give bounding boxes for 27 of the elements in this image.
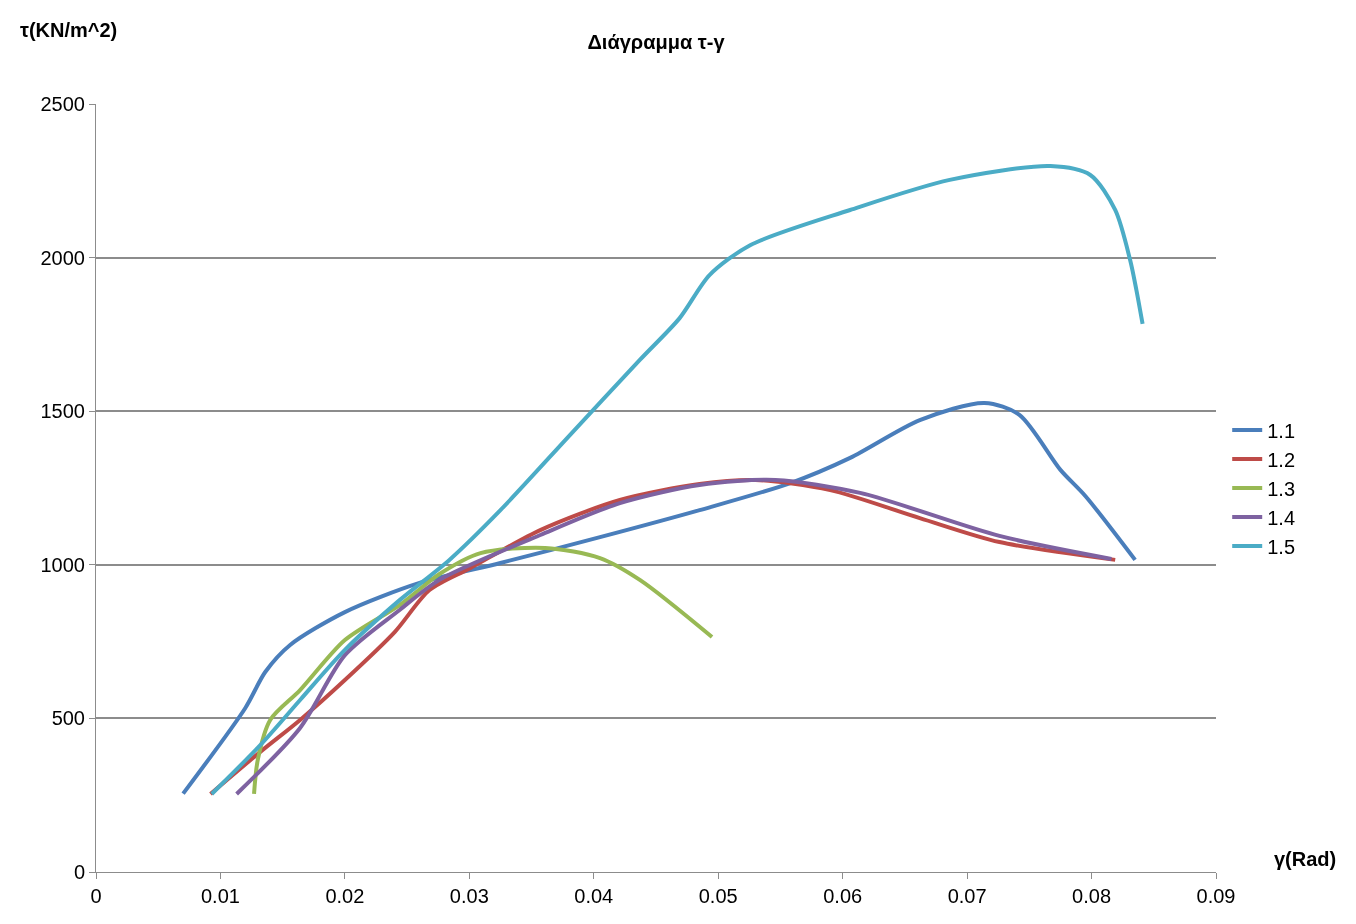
y-tick-label: 2500 [40, 93, 85, 115]
legend-label: 1.4 [1267, 506, 1296, 529]
line-series [252, 545, 714, 796]
chart-title: Διάγραμμα τ-γ [587, 30, 726, 53]
x-tick-label: 0.04 [574, 885, 614, 907]
y-tick-label: 0 [73, 861, 85, 883]
line-series [209, 164, 1145, 796]
y-axis-title: τ(KN/m^2) [20, 19, 118, 41]
legend-label: 1.3 [1267, 477, 1296, 500]
x-tick-label: 0.03 [449, 885, 489, 907]
legend-label: 1.2 [1267, 448, 1296, 471]
y-tick-label: 1000 [40, 553, 85, 576]
legend-label: 1.5 [1267, 535, 1296, 558]
x-tick-label: 0 [90, 885, 102, 907]
y-tick-label: 500 [51, 707, 85, 730]
x-tick-label: 0.08 [1072, 885, 1112, 907]
x-tick-label: 0.09 [1196, 885, 1236, 907]
x-tick-label: 0.06 [823, 885, 863, 907]
y-tick-label: 1500 [40, 400, 85, 423]
y-tick-label: 2000 [40, 246, 85, 269]
x-tick-label: 0.05 [698, 885, 738, 907]
x-axis-title: γ(Rad) [1274, 848, 1337, 870]
x-tick-label: 0.07 [947, 885, 987, 907]
x-tick-label: 0.01 [200, 885, 240, 907]
x-tick-label: 0.02 [325, 885, 365, 907]
legend-label: 1.1 [1267, 419, 1296, 442]
line-series [181, 400, 1138, 796]
